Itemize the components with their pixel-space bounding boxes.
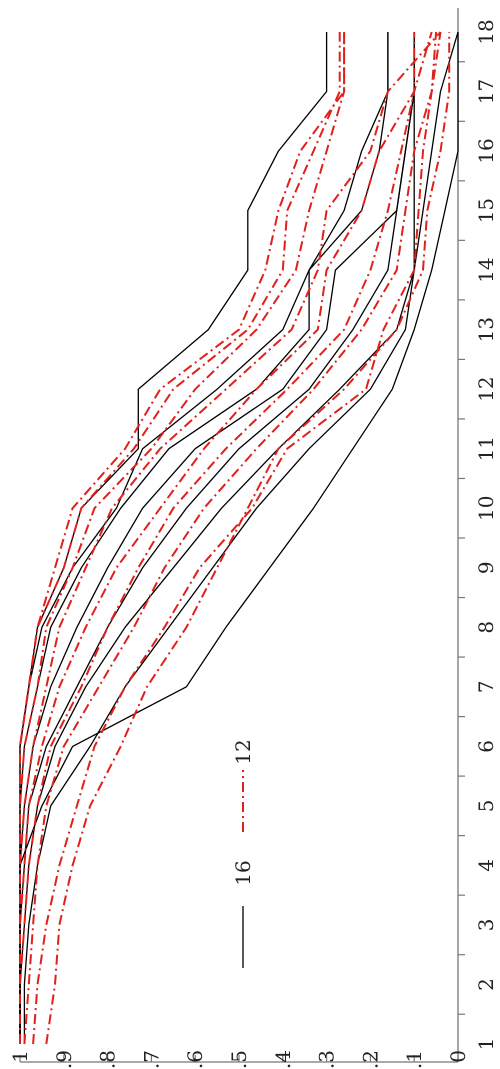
series-line-12-9 [45, 32, 451, 1045]
y-tick-label: 0.3 [315, 1050, 339, 1069]
legend-label-16: 16 [231, 860, 255, 885]
legend-label-12: 12 [231, 739, 255, 764]
x-tick-label: 3 [474, 919, 498, 932]
y-tick-label: 0 [446, 1050, 470, 1063]
series-line-16-4 [19, 32, 415, 1044]
x-tick-label: 8 [474, 621, 498, 634]
x-tick-label: 7 [474, 680, 498, 693]
x-tick-label: 18 [474, 19, 498, 44]
x-tick-label: 15 [474, 198, 498, 223]
x-tick-label: 17 [474, 79, 498, 104]
x-tick-label: 10 [474, 496, 498, 521]
series-line-16-7 [19, 32, 389, 1044]
x-tick-label: 12 [474, 376, 498, 401]
series-line-12-12 [19, 31, 433, 1044]
series-line-16-8 [19, 32, 328, 1044]
x-tick-label: 2 [474, 978, 498, 991]
series-line-16-5 [19, 32, 415, 1044]
x-tick-label: 13 [474, 317, 498, 342]
x-tick-label: 14 [474, 257, 498, 282]
series-line-12-11 [23, 31, 442, 1045]
series-line-16-6 [19, 32, 389, 1044]
x-tick-label: 4 [474, 859, 498, 872]
x-tick-label: 5 [474, 800, 498, 813]
x-tick-label: 6 [474, 740, 498, 753]
series-line-12-15 [19, 32, 346, 1044]
x-tick-label: 11 [474, 436, 498, 461]
series-line-12-13 [19, 32, 416, 1044]
chart-axes [19, 8, 465, 1063]
series-line-12-17 [19, 32, 346, 1044]
series-line-16-3 [19, 32, 415, 1044]
chart-series-layer [19, 31, 459, 1045]
x-tick-label: 9 [474, 561, 498, 574]
x-tick-label: 1 [474, 1038, 498, 1051]
y-tick-label: 0.9 [52, 1050, 76, 1069]
y-tick-label: 0.2 [358, 1050, 382, 1069]
y-tick-label: 0.7 [139, 1050, 163, 1069]
y-tick-label: 0.8 [96, 1050, 120, 1069]
y-tick-label: 0.4 [271, 1050, 295, 1069]
y-tick-label: 0.1 [402, 1050, 426, 1069]
y-tick-label: 0.6 [183, 1050, 207, 1069]
y-tick-label: 0.5 [227, 1050, 251, 1069]
series-line-16-1 [19, 32, 459, 1044]
x-tick-label: 16 [474, 138, 498, 163]
y-tick-label: 1 [8, 1050, 32, 1063]
